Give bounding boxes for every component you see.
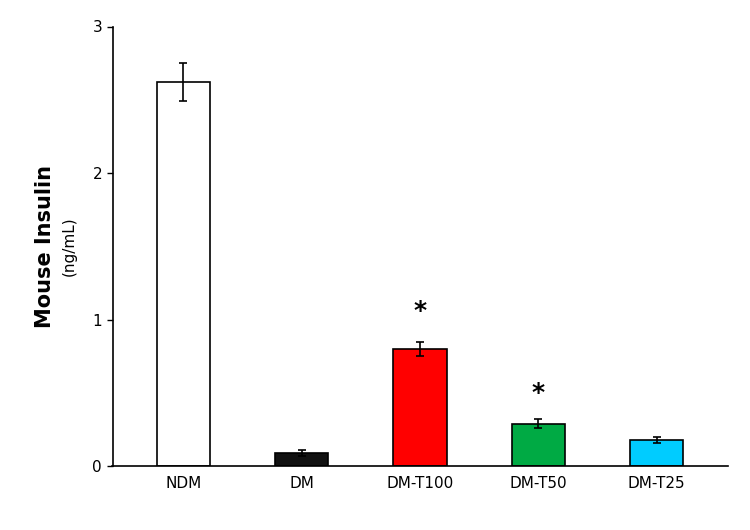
Bar	[157, 82, 210, 466]
Text: *: *	[532, 381, 544, 405]
Bar	[394, 349, 446, 466]
Bar	[275, 453, 328, 466]
Text: Mouse Insulin: Mouse Insulin	[34, 165, 55, 328]
Text: *: *	[413, 299, 427, 323]
Bar	[630, 440, 683, 466]
Bar	[512, 424, 565, 466]
Text: (ng/mL): (ng/mL)	[62, 217, 77, 276]
